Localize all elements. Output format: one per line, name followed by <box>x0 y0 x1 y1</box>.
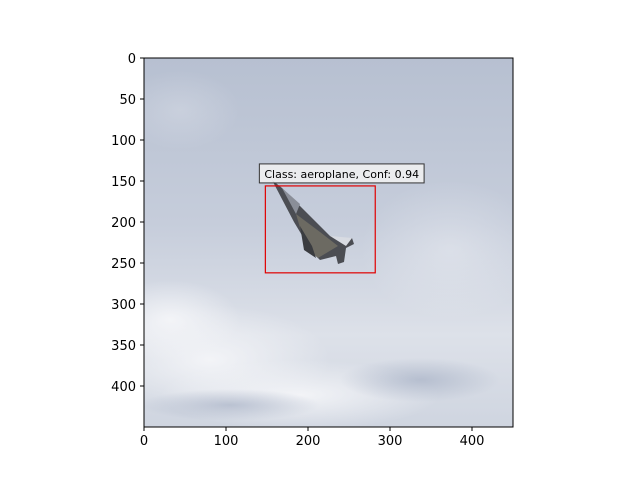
y-tick-label: 50 <box>119 93 136 108</box>
y-tick-label: 350 <box>111 339 136 354</box>
y-tick-label: 400 <box>111 380 136 395</box>
photo-aeroplane-in-cloudy-sky <box>144 58 513 427</box>
y-tick-label: 200 <box>111 216 136 231</box>
y-tick-label: 0 <box>128 52 136 67</box>
y-tick-label: 100 <box>111 134 136 149</box>
x-axis: 0 100 200 300 400 <box>140 427 485 449</box>
detection-label-background <box>258 163 425 184</box>
x-tick-label: 100 <box>214 434 239 449</box>
detection-box <box>264 185 376 274</box>
detection-label-text: Class: aeroplane, Conf: 0.94 <box>264 168 419 181</box>
detection-label: Class: aeroplane, Conf: 0.94 <box>258 163 425 184</box>
aeroplane-shape <box>272 180 354 264</box>
y-axis: 0 50 100 150 200 250 300 350 400 <box>111 52 144 395</box>
x-tick-label: 400 <box>460 434 485 449</box>
x-tick-label: 300 <box>378 434 403 449</box>
x-tick-label: 200 <box>296 434 321 449</box>
x-tick-label: 0 <box>140 434 148 449</box>
y-tick-label: 250 <box>111 257 136 272</box>
axes-frame <box>143 57 514 428</box>
y-tick-label: 300 <box>111 298 136 313</box>
y-tick-label: 150 <box>111 175 136 190</box>
